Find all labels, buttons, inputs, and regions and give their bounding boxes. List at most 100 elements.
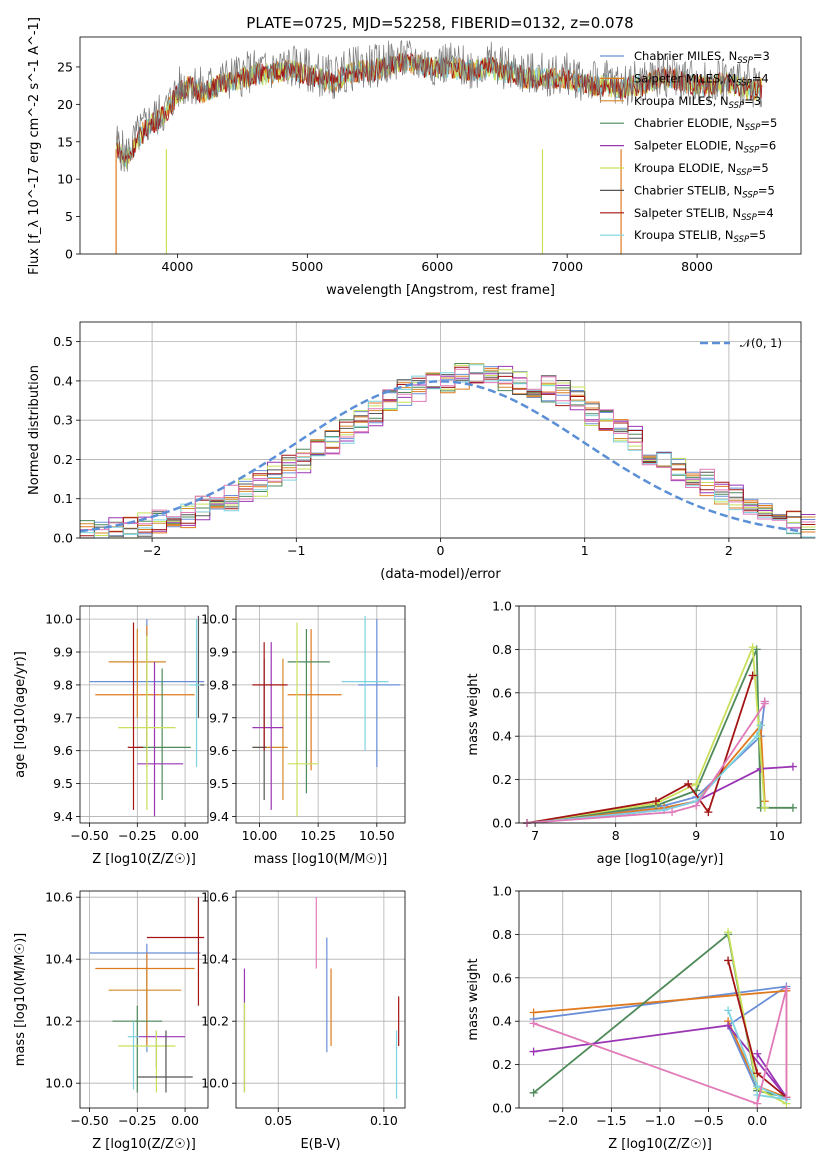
weight-marker xyxy=(782,1093,791,1102)
weight-marker xyxy=(748,643,757,652)
y-tick-label: 0.6 xyxy=(492,685,512,700)
weight-marker xyxy=(753,1069,762,1078)
y-tick-label: 10.6 xyxy=(201,890,229,905)
legend-label: Kroupa ELODIE, NSSP=5 xyxy=(634,161,769,178)
weight-marker xyxy=(724,928,733,937)
weight-line-salpeter_stelib xyxy=(526,675,754,824)
y-tick-label: 0.2 xyxy=(492,1057,512,1072)
legend-label: Salpeter MILES, NSSP=4 xyxy=(634,71,769,88)
legend-label-rest: =5 xyxy=(758,183,775,197)
legend-label: Kroupa MILES, NSSP=3 xyxy=(634,94,761,111)
legend-label-sub: SSP xyxy=(736,78,752,88)
plot-frame xyxy=(79,36,802,255)
x-axis-label: wavelength [Angstrom, rest frame] xyxy=(326,283,555,298)
weight-marker xyxy=(782,984,791,993)
weight-marker xyxy=(692,779,701,788)
weight-line-kroupa_elodie xyxy=(526,646,766,824)
y-tick-label: 10 xyxy=(57,172,73,187)
weight-marker xyxy=(724,1021,733,1030)
x-axis-label: age [log10(age/yr)] xyxy=(597,852,724,867)
x-tick-label: 7 xyxy=(531,828,539,843)
y-tick-label: 0.3 xyxy=(53,413,73,428)
legend-label-main: Kroupa STELIB, N xyxy=(634,228,734,242)
y-tick-label: 10.2 xyxy=(45,1014,73,1029)
y-tick-label: 1.0 xyxy=(492,884,512,899)
age-vs-mass-panel: 10.00 10.25 10.50 9.4 9.5 9.6 9.7 9.8 9.9 10.0 mas… xyxy=(201,605,406,867)
x-tick-label: 6000 xyxy=(421,259,453,274)
x-tick-label: −2 xyxy=(143,543,161,558)
y-tick-label: 20 xyxy=(57,97,73,112)
weight-marker xyxy=(753,1099,762,1108)
chart-title: PLATE=0725, MJD=52258, FIBERID=0132, z=0… xyxy=(246,14,633,32)
y-tick-label: 0.4 xyxy=(492,729,512,744)
y-tick-label: 9.4 xyxy=(53,809,73,824)
y-tick-label: 0.8 xyxy=(492,927,512,942)
legend-label-sub: SSP xyxy=(742,190,758,200)
weight-marker xyxy=(668,808,677,817)
weight-marker xyxy=(692,801,701,810)
x-tick-label: 1 xyxy=(581,543,589,558)
x-tick-label: −1.5 xyxy=(596,1113,626,1128)
y-axis-label: Flux [f_λ 10^-17 erg cm^-2 s^-1 A^-1] xyxy=(27,17,42,275)
legend-label: Chabrier MILES, NSSP=3 xyxy=(634,49,770,66)
y-tick-label: 10.4 xyxy=(201,952,229,967)
x-tick-label: −0.25 xyxy=(118,1113,156,1128)
y-tick-label: 9.8 xyxy=(209,677,229,692)
histogram-series-chabrier_stelib xyxy=(80,372,816,539)
x-tick-label: 8 xyxy=(612,828,620,843)
y-tick-label: 9.5 xyxy=(209,776,229,791)
y-tick-label: 0.6 xyxy=(492,970,512,985)
weight-marker xyxy=(748,671,757,680)
legend-label-main: Chabrier ELODIE, N xyxy=(634,116,745,130)
legend-label-main: Salpeter STELIB, N xyxy=(634,206,741,220)
y-tick-label: 0.4 xyxy=(492,1014,512,1029)
mass-vs-ebv-panel: 0.05 0.10 10.0 10.2 10.4 10.6 E(B-V) xyxy=(201,890,406,1152)
legend-label-main: Salpeter MILES, N xyxy=(634,71,736,85)
weight-marker xyxy=(760,697,769,706)
x-tick-label: −0.50 xyxy=(70,1113,108,1128)
plot-frame xyxy=(518,890,802,1109)
age-vs-metallicity-panel: −0.50 −0.25 0.00 9.4 9.5 9.6 9.7 9.8 9.9 10.0 Z [l… xyxy=(13,605,209,867)
y-tick-label: 0.0 xyxy=(53,531,73,546)
weight-marker xyxy=(704,808,713,817)
legend-label-rest: =5 xyxy=(760,116,777,130)
y-axis-label: Normed distribution xyxy=(27,365,42,495)
y-tick-label: 10.6 xyxy=(45,890,73,905)
observed-spectrum-line xyxy=(116,39,763,172)
x-axis-label: Z [log10(Z/Z☉)] xyxy=(92,852,196,867)
y-tick-label: 10.2 xyxy=(201,1014,229,1029)
spectrum-panel: 4000 5000 6000 7000 8000 0 5 10 15 20 25 wavelength… xyxy=(27,17,802,298)
y-tick-label: 0.8 xyxy=(492,642,512,657)
histogram-series-pink xyxy=(80,368,816,531)
histogram-series-kroupa_elodie xyxy=(80,363,816,539)
plot-frame xyxy=(79,321,802,539)
legend-label-main: Chabrier MILES, N xyxy=(634,49,737,63)
normal-distribution-curve xyxy=(79,380,802,533)
x-tick-label: 10.25 xyxy=(300,828,336,843)
x-tick-label: −2.0 xyxy=(548,1113,578,1128)
legend-label-sub: SSP xyxy=(736,168,752,178)
legend-label-rest: =6 xyxy=(759,139,776,153)
mass-vs-metallicity-panel: −0.50 −0.25 0.00 10.0 10.2 10.4 10.6 Z [log10(Z… xyxy=(13,890,209,1152)
x-axis-label: (data-model)/error xyxy=(380,567,501,582)
y-tick-label: 0.2 xyxy=(53,452,73,467)
weight-marker xyxy=(529,1008,538,1017)
weight-marker xyxy=(752,645,761,654)
weight-marker xyxy=(753,1049,762,1058)
x-tick-label: 10 xyxy=(769,828,785,843)
legend-label-sub: SSP xyxy=(744,146,760,156)
x-tick-label: −0.25 xyxy=(118,828,156,843)
weight-line-salpeter_elodie xyxy=(527,765,793,824)
weight-marker xyxy=(529,1047,538,1056)
x-tick-label: 8000 xyxy=(681,259,713,274)
weight-line-kroupa_stelib xyxy=(727,1010,787,1101)
legend-label: 𝒩(0, 1) xyxy=(740,336,782,350)
legend-label: Chabrier ELODIE, NSSP=5 xyxy=(634,116,777,133)
plot-frame xyxy=(79,605,209,824)
y-tick-label: 10.4 xyxy=(45,952,73,967)
weight-line-salpeter_elodie xyxy=(533,1024,788,1098)
legend-label: Salpeter STELIB, NSSP=4 xyxy=(634,206,774,223)
legend-label-sub: SSP xyxy=(734,235,750,245)
y-tick-label: 9.6 xyxy=(209,743,229,758)
